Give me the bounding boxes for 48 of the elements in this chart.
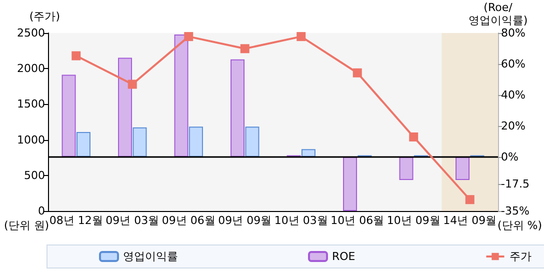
x-tick-label: 10년 09월 xyxy=(386,214,440,227)
y2-tick-label: 60% xyxy=(501,57,526,70)
bar xyxy=(301,149,316,157)
y-axis-title: (주가) xyxy=(29,10,60,23)
y2-axis-title: (Roe/ 영업이익률) xyxy=(468,1,528,27)
legend-label: 주가 xyxy=(509,250,532,263)
bar xyxy=(118,58,132,157)
y-tick-label: 500 xyxy=(24,168,45,182)
x-tick-label: 09년 03월 xyxy=(106,214,160,227)
bar xyxy=(456,156,470,180)
bar xyxy=(188,126,203,157)
y-tick-label: 2000 xyxy=(17,62,45,76)
bar xyxy=(76,132,90,157)
y-tick-label: 0 xyxy=(38,204,45,218)
y2-tick-label: 0% xyxy=(501,150,518,164)
x-tick-label: 09년 06월 xyxy=(162,214,216,227)
point xyxy=(240,44,250,54)
bar xyxy=(174,34,188,157)
legend-label: 영업이익률 xyxy=(123,250,178,263)
point xyxy=(128,80,137,89)
point xyxy=(296,32,306,42)
x-tick-label: 10년 06월 xyxy=(330,214,384,227)
bar xyxy=(343,156,358,211)
bar xyxy=(399,156,414,180)
bar xyxy=(62,74,76,157)
legend-label: ROE xyxy=(332,250,356,263)
y2-tick-label: 80% xyxy=(501,26,526,40)
point xyxy=(72,51,81,60)
text: (단위 원) xyxy=(4,219,50,232)
y-tick-label: 1500 xyxy=(17,98,45,111)
y-tick-label: 2500 xyxy=(17,26,45,40)
point xyxy=(409,132,418,142)
x-tick-label: 09년 09월 xyxy=(218,214,272,227)
y-tick-label: 1000 xyxy=(17,133,45,146)
bar xyxy=(245,126,260,157)
bar xyxy=(230,59,245,157)
x-tick-label: 10년 03월 xyxy=(274,214,328,227)
point xyxy=(352,68,362,78)
y2-tick-label: 20% xyxy=(501,119,526,132)
point xyxy=(184,32,194,42)
y2-tick-label: 40% xyxy=(501,88,526,102)
x-tick-label: 14년 09월 xyxy=(443,214,497,227)
y2-tick-label: -17.5 xyxy=(501,177,530,190)
x-tick-label: 08년 12월 xyxy=(49,214,103,227)
bar xyxy=(132,127,147,157)
text: (단위 %) xyxy=(497,219,542,232)
y2-tick-label: -35% xyxy=(501,204,530,218)
point xyxy=(465,195,474,204)
